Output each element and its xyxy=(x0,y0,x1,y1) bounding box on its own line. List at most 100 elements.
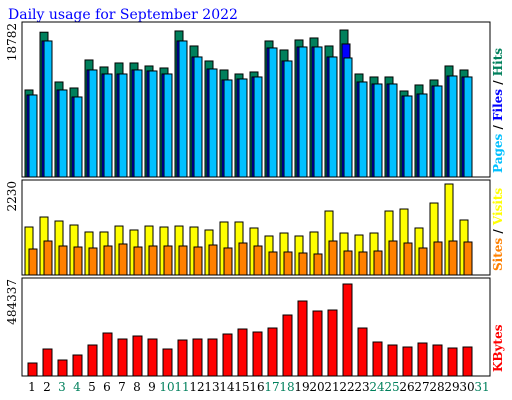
bar xyxy=(132,335,143,377)
bar xyxy=(73,246,83,276)
bar xyxy=(148,245,158,276)
bar xyxy=(328,56,338,178)
bar xyxy=(268,251,278,276)
x-tick-label: 3 xyxy=(58,380,66,394)
bar xyxy=(207,338,218,377)
bar xyxy=(223,247,233,276)
bar xyxy=(222,333,233,377)
bar xyxy=(28,94,38,178)
bar xyxy=(238,242,248,276)
x-tick-label: 2 xyxy=(43,380,51,394)
bar xyxy=(447,347,458,377)
bar xyxy=(237,328,248,377)
legend-entry: Files xyxy=(491,89,505,121)
bar xyxy=(373,83,383,178)
x-tick-label: 7 xyxy=(118,380,126,394)
bar xyxy=(463,241,473,276)
y-max-label: 484337 xyxy=(5,279,19,325)
x-tick-label: 15 xyxy=(234,380,249,394)
bar xyxy=(58,89,68,178)
legend-entry: Pages xyxy=(491,133,505,173)
legend-entry: KBytes xyxy=(491,324,505,372)
x-tick-label: 29 xyxy=(444,380,459,394)
bar xyxy=(253,245,263,276)
bar xyxy=(223,79,233,178)
bar xyxy=(208,68,218,178)
bar xyxy=(388,83,398,178)
bar xyxy=(148,70,158,178)
bar xyxy=(433,85,443,178)
legend-separator: / xyxy=(491,76,505,89)
y-max-label: 18782 xyxy=(5,23,19,61)
legend-separator: / xyxy=(491,121,505,134)
bar xyxy=(58,245,68,276)
bar xyxy=(403,242,413,276)
bar xyxy=(238,78,248,178)
legend: Sites / Visits xyxy=(491,188,505,271)
x-tick-label: 4 xyxy=(73,380,81,394)
x-tick-label: 25 xyxy=(384,380,399,394)
x-tick-label: 20 xyxy=(309,380,324,394)
bar xyxy=(43,240,53,276)
bar xyxy=(102,332,113,377)
bar xyxy=(147,338,158,377)
bar xyxy=(448,240,458,276)
x-tick-label: 14 xyxy=(219,380,235,394)
bar xyxy=(103,73,113,178)
legend-entry: Sites xyxy=(491,238,505,271)
bar xyxy=(28,248,38,276)
x-tick-label: 31 xyxy=(474,380,489,394)
x-tick-label: 10 xyxy=(159,380,174,394)
bar xyxy=(402,346,413,377)
x-tick-label: 26 xyxy=(399,380,414,394)
bar xyxy=(268,47,278,178)
bar xyxy=(328,240,338,276)
bar xyxy=(177,339,188,377)
legend-entry: Visits xyxy=(491,188,505,227)
x-tick-label: 17 xyxy=(264,380,279,394)
bar xyxy=(72,354,83,377)
bar xyxy=(88,69,98,178)
bar xyxy=(403,95,413,178)
bar xyxy=(27,362,38,377)
bar xyxy=(343,57,353,178)
bar xyxy=(387,344,398,377)
x-tick-label: 18 xyxy=(279,380,294,394)
bar xyxy=(133,69,143,178)
bar xyxy=(418,247,428,276)
x-tick-label: 13 xyxy=(204,380,219,394)
bar xyxy=(133,246,143,276)
bar xyxy=(388,240,398,276)
x-tick-label: 19 xyxy=(294,380,309,394)
bar xyxy=(313,253,323,276)
bar xyxy=(448,75,458,178)
bar xyxy=(178,245,188,276)
x-tick-label: 21 xyxy=(324,380,339,394)
x-tick-label: 1 xyxy=(28,380,36,394)
bar xyxy=(252,331,263,377)
x-tick-label: 9 xyxy=(148,380,156,394)
bar xyxy=(462,346,473,377)
bar xyxy=(313,46,323,178)
legend: KBytes xyxy=(491,324,505,372)
bar xyxy=(117,338,128,377)
x-tick-label: 27 xyxy=(414,380,429,394)
bar xyxy=(418,93,428,178)
x-tick-label: 22 xyxy=(339,380,354,394)
x-tick-label: 30 xyxy=(459,380,474,394)
bar xyxy=(433,241,443,276)
bar xyxy=(103,245,113,276)
bar xyxy=(163,245,173,276)
bar xyxy=(298,252,308,276)
chart-title: Daily usage for September 2022 xyxy=(8,7,238,23)
bar xyxy=(193,56,203,178)
bar xyxy=(373,250,383,276)
bar xyxy=(358,251,368,276)
x-tick-label: 8 xyxy=(133,380,141,394)
x-tick-label: 16 xyxy=(249,380,264,394)
y-max-label: 2230 xyxy=(5,181,19,212)
legend-entry: Hits xyxy=(491,48,505,76)
bar xyxy=(267,327,278,377)
x-tick-label: 28 xyxy=(429,380,444,394)
